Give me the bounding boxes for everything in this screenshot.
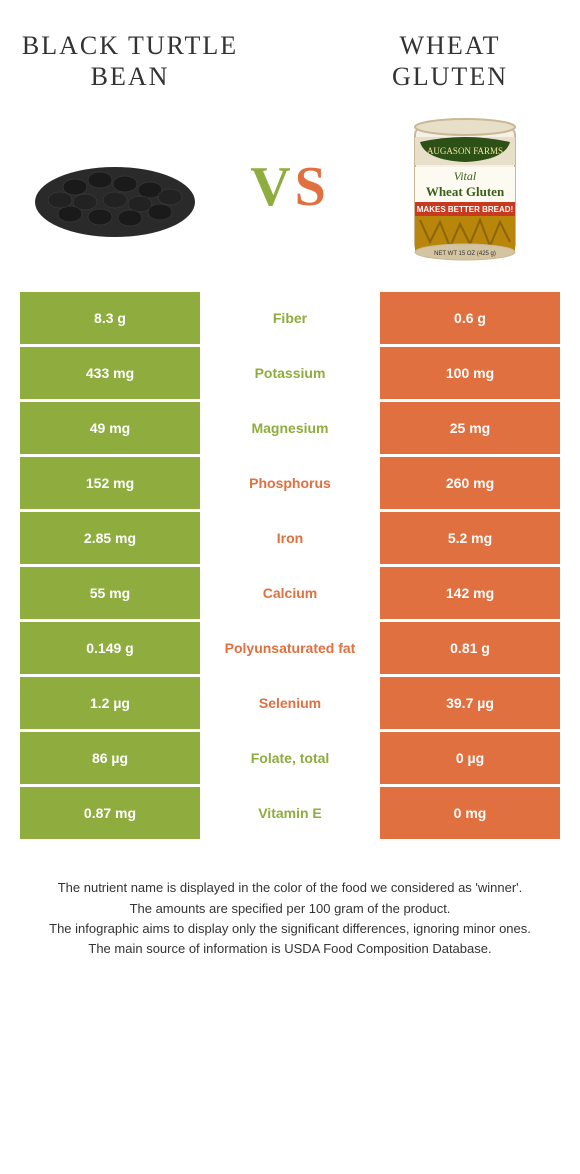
left-value: 2.85 mg (20, 512, 200, 564)
svg-text:Wheat Gluten: Wheat Gluten (426, 184, 505, 199)
right-value: 0.6 g (380, 292, 560, 344)
right-value: 0 µg (380, 732, 560, 784)
footer-line: The amounts are specified per 100 gram o… (30, 900, 550, 918)
table-row: 433 mgPotassium100 mg (20, 347, 560, 399)
left-value: 55 mg (20, 567, 200, 619)
images-row: VS AUGASON FARMS Vital Wheat Gluten MAKE… (20, 122, 560, 252)
svg-text:MAKES BETTER BREAD!: MAKES BETTER BREAD! (417, 205, 513, 214)
table-row: 55 mgCalcium142 mg (20, 567, 560, 619)
table-row: 86 µgFolate, total0 µg (20, 732, 560, 784)
table-row: 0.149 gPolyunsaturated fat0.81 g (20, 622, 560, 674)
beans-icon (30, 132, 200, 242)
table-row: 8.3 gFiber0.6 g (20, 292, 560, 344)
vs-v: V (250, 156, 294, 218)
left-food-image (30, 122, 200, 252)
nutrient-name: Selenium (200, 677, 380, 729)
left-value: 8.3 g (20, 292, 200, 344)
table-row: 2.85 mgIron5.2 mg (20, 512, 560, 564)
table-row: 152 mgPhosphorus260 mg (20, 457, 560, 509)
nutrient-name: Folate, total (200, 732, 380, 784)
table-row: 49 mgMagnesium25 mg (20, 402, 560, 454)
header: BLACK TURTLE BEAN WHEAT GLUTEN (20, 30, 560, 92)
left-value: 433 mg (20, 347, 200, 399)
footer-line: The nutrient name is displayed in the co… (30, 879, 550, 897)
left-value: 86 µg (20, 732, 200, 784)
left-value: 0.87 mg (20, 787, 200, 839)
right-value: 142 mg (380, 567, 560, 619)
footer-line: The main source of information is USDA F… (30, 940, 550, 958)
nutrient-name: Polyunsaturated fat (200, 622, 380, 674)
nutrient-name: Magnesium (200, 402, 380, 454)
comparison-table: 8.3 gFiber0.6 g433 mgPotassium100 mg49 m… (20, 292, 560, 839)
nutrient-name: Phosphorus (200, 457, 380, 509)
left-value: 0.149 g (20, 622, 200, 674)
footer-line: The infographic aims to display only the… (30, 920, 550, 938)
right-value: 260 mg (380, 457, 560, 509)
right-value: 5.2 mg (380, 512, 560, 564)
right-value: 100 mg (380, 347, 560, 399)
svg-text:AUGASON FARMS: AUGASON FARMS (427, 146, 503, 156)
nutrient-name: Potassium (200, 347, 380, 399)
right-value: 0 mg (380, 787, 560, 839)
footer-notes: The nutrient name is displayed in the co… (20, 879, 560, 958)
left-food-title: BLACK TURTLE BEAN (20, 30, 240, 92)
left-value: 1.2 µg (20, 677, 200, 729)
svg-text:NET WT 15 OZ (425 g): NET WT 15 OZ (425 g) (434, 251, 496, 257)
right-value: 25 mg (380, 402, 560, 454)
table-row: 1.2 µgSelenium39.7 µg (20, 677, 560, 729)
right-value: 39.7 µg (380, 677, 560, 729)
vs-s: S (295, 156, 330, 218)
vs-label: VS (250, 155, 330, 219)
nutrient-name: Iron (200, 512, 380, 564)
nutrient-name: Vitamin E (200, 787, 380, 839)
left-value: 49 mg (20, 402, 200, 454)
table-row: 0.87 mgVitamin E0 mg (20, 787, 560, 839)
gluten-can-icon: AUGASON FARMS Vital Wheat Gluten MAKES B… (395, 112, 535, 262)
svg-text:Vital: Vital (454, 169, 477, 183)
nutrient-name: Calcium (200, 567, 380, 619)
nutrient-name: Fiber (200, 292, 380, 344)
right-food-image: AUGASON FARMS Vital Wheat Gluten MAKES B… (380, 122, 550, 252)
right-value: 0.81 g (380, 622, 560, 674)
left-value: 152 mg (20, 457, 200, 509)
right-food-title: WHEAT GLUTEN (340, 30, 560, 92)
